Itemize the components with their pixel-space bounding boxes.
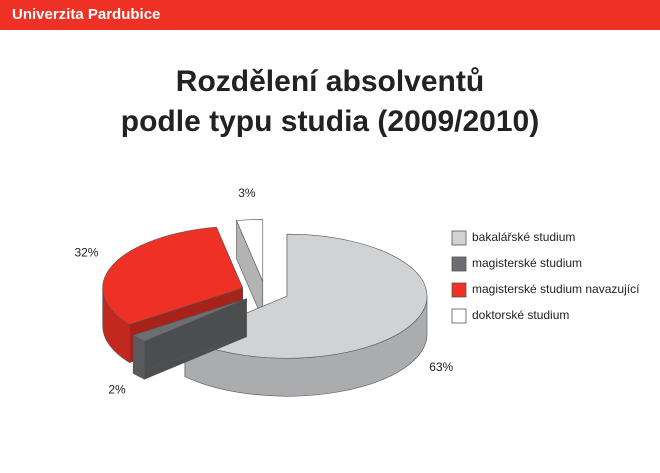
slice [236,219,264,282]
data-label: 3% [238,186,256,200]
legend-label: bakalářské studium [472,230,575,244]
data-label: 32% [74,245,98,259]
data-label: 63% [429,360,453,374]
legend-swatch [451,256,467,272]
slice [102,226,244,325]
slice [132,298,247,342]
legend-label: magisterské studium [472,256,582,270]
slice-side [132,334,145,380]
header-bar: Univerzita Pardubice [0,0,660,30]
data-label: 2% [108,382,126,396]
legend-label: doktorské studium [472,308,569,322]
legend-label: magisterské studium navazující [472,282,640,296]
legend-swatch [451,308,467,324]
legend-swatch [451,282,467,298]
chart-title: Rozdělení absolventů podle typu studia (… [120,65,540,138]
legend-swatch [451,230,467,246]
